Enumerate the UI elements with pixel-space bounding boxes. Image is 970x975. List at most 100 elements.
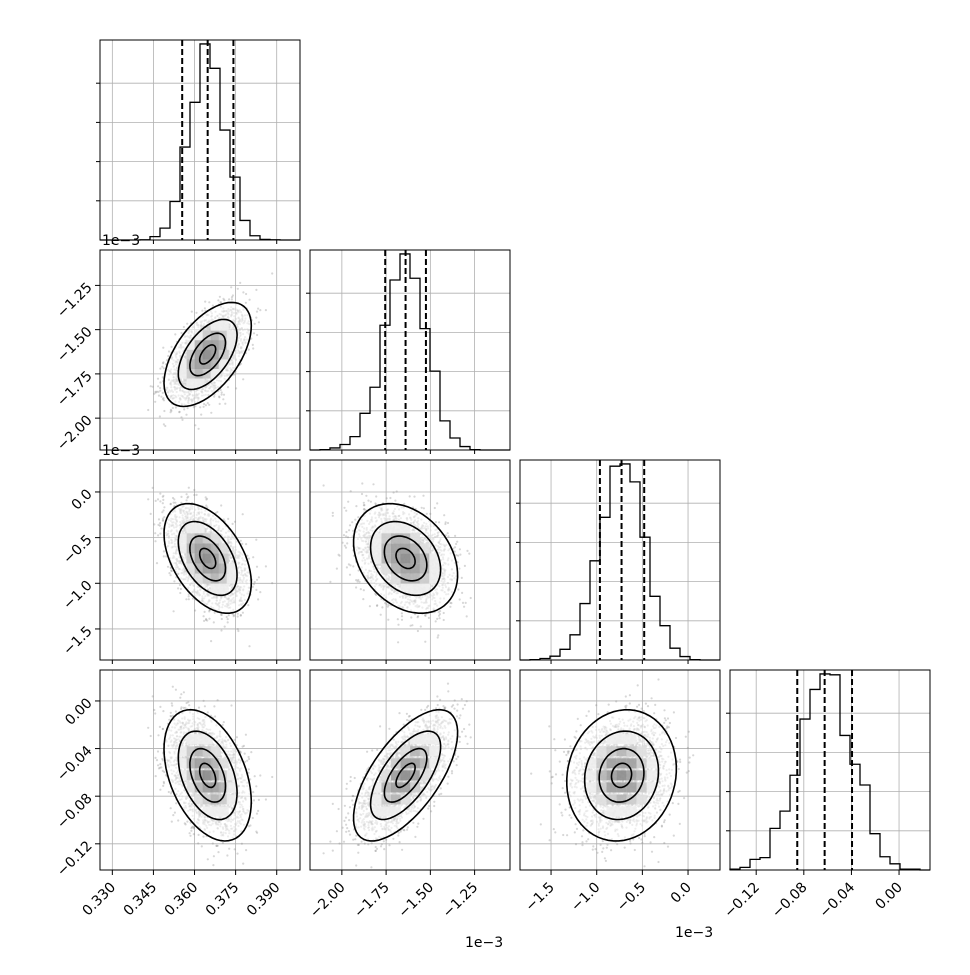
sample-point bbox=[188, 598, 190, 600]
sample-point bbox=[162, 502, 164, 504]
sample-point bbox=[162, 361, 164, 363]
sample-point bbox=[163, 399, 165, 401]
sample-point bbox=[237, 288, 239, 290]
sample-point bbox=[157, 385, 159, 387]
sample-point bbox=[201, 310, 203, 312]
sample-point bbox=[242, 513, 244, 515]
sample-point bbox=[205, 505, 207, 507]
sample-point bbox=[207, 402, 209, 404]
sample-point bbox=[159, 522, 161, 524]
sample-point bbox=[193, 406, 195, 408]
sample-point bbox=[168, 350, 170, 352]
sample-point bbox=[183, 326, 185, 328]
sample-point bbox=[196, 494, 198, 496]
sample-point bbox=[245, 293, 247, 295]
scatter-2-0 bbox=[147, 487, 273, 648]
sample-point bbox=[222, 398, 224, 400]
histogram-2 bbox=[520, 464, 720, 660]
ytick-label-1-1: −1.75 bbox=[54, 368, 96, 410]
sample-point bbox=[159, 533, 161, 535]
sample-point bbox=[186, 493, 188, 495]
sample-point bbox=[162, 392, 164, 394]
sample-point bbox=[237, 613, 239, 615]
sample-point bbox=[162, 347, 164, 349]
sample-point bbox=[185, 414, 187, 416]
sample-point bbox=[255, 317, 257, 319]
sample-point bbox=[180, 416, 182, 418]
sample-point bbox=[181, 419, 183, 421]
sample-point bbox=[248, 645, 250, 647]
panel-frame bbox=[730, 670, 930, 870]
sample-point bbox=[191, 311, 193, 313]
sample-point bbox=[177, 587, 179, 589]
sample-point bbox=[219, 403, 221, 405]
sample-point bbox=[237, 628, 239, 630]
sample-point bbox=[218, 396, 220, 398]
sample-point bbox=[220, 629, 222, 631]
sample-point bbox=[158, 395, 160, 397]
sample-point bbox=[254, 323, 256, 325]
sample-point bbox=[212, 305, 214, 307]
sample-point bbox=[248, 349, 250, 351]
sample-point bbox=[159, 525, 161, 527]
sample-point bbox=[171, 346, 173, 348]
sample-point bbox=[147, 498, 149, 500]
sample-point bbox=[265, 309, 267, 311]
sample-point bbox=[180, 332, 182, 334]
sample-point bbox=[204, 307, 206, 309]
sample-point bbox=[235, 387, 237, 389]
sample-point bbox=[194, 609, 196, 611]
sample-point bbox=[220, 389, 222, 391]
sample-point bbox=[271, 272, 273, 274]
sample-point bbox=[253, 583, 255, 585]
sample-point bbox=[159, 381, 161, 383]
contour-1-0-0 bbox=[164, 302, 251, 406]
sample-point bbox=[170, 574, 172, 576]
sample-point bbox=[239, 282, 241, 284]
sample-point bbox=[187, 407, 189, 409]
sample-point bbox=[188, 595, 190, 597]
sample-point bbox=[154, 391, 156, 393]
sample-point bbox=[228, 298, 230, 300]
sample-point bbox=[183, 408, 185, 410]
sample-point bbox=[203, 406, 205, 408]
histogram-0 bbox=[100, 44, 300, 240]
sample-point bbox=[258, 576, 260, 578]
sample-point bbox=[193, 494, 195, 496]
scatter-1-0 bbox=[147, 272, 273, 430]
sample-point bbox=[249, 299, 251, 301]
sample-point bbox=[203, 403, 205, 405]
sample-point bbox=[200, 414, 202, 416]
sample-point bbox=[204, 301, 206, 303]
sample-point bbox=[163, 506, 165, 508]
sample-point bbox=[258, 321, 260, 323]
sample-point bbox=[242, 612, 244, 614]
sample-point bbox=[154, 401, 156, 403]
sample-point bbox=[223, 394, 225, 396]
sample-point bbox=[256, 579, 258, 581]
sample-point bbox=[242, 378, 244, 380]
sample-point bbox=[227, 618, 229, 620]
sample-point bbox=[163, 367, 165, 369]
sample-point bbox=[231, 298, 233, 300]
sample-point bbox=[221, 394, 223, 396]
sample-point bbox=[227, 386, 229, 388]
sample-point bbox=[150, 385, 152, 387]
sample-point bbox=[210, 640, 212, 642]
sample-point bbox=[167, 355, 169, 357]
sample-point bbox=[161, 511, 163, 513]
sample-point bbox=[163, 550, 165, 552]
sample-point bbox=[230, 286, 232, 288]
sample-point bbox=[241, 543, 243, 545]
sample-point bbox=[259, 309, 261, 311]
sample-point bbox=[172, 407, 174, 409]
sample-point bbox=[161, 366, 163, 368]
sample-point bbox=[220, 504, 222, 506]
sample-point bbox=[195, 312, 197, 314]
sample-point bbox=[164, 425, 166, 427]
sample-point bbox=[213, 396, 215, 398]
sample-point bbox=[174, 333, 176, 335]
sample-point bbox=[159, 500, 161, 502]
sample-point bbox=[186, 499, 188, 501]
